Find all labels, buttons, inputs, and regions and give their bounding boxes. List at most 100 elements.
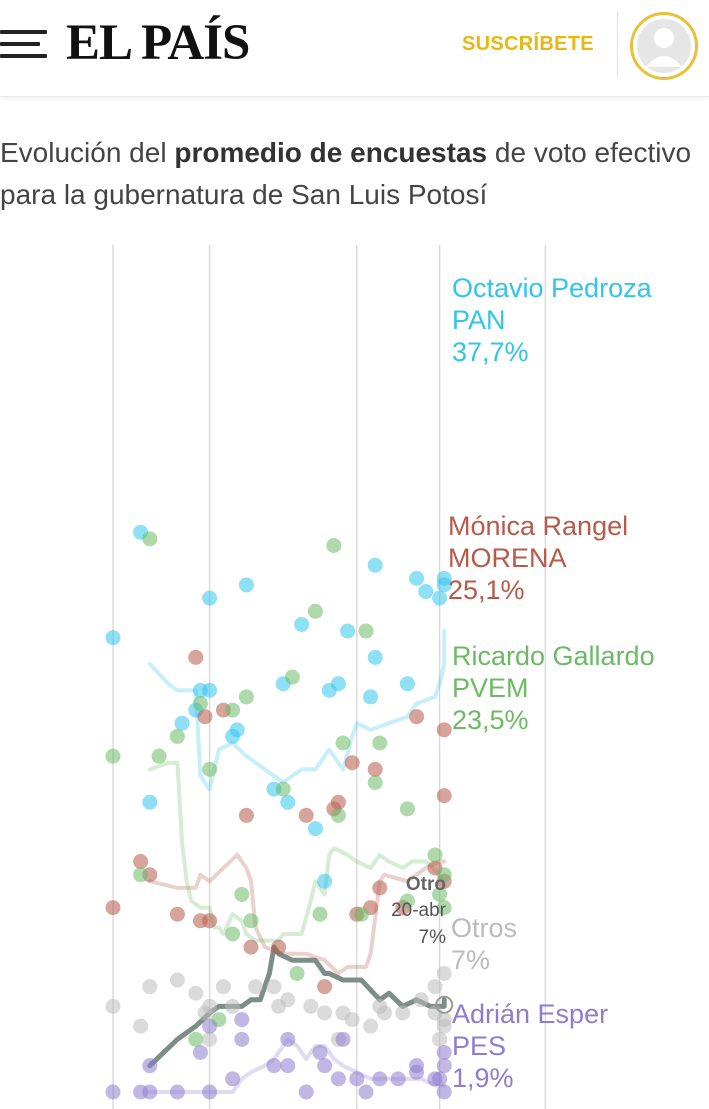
point-pes-27 xyxy=(432,1071,448,1087)
point-otros-0 xyxy=(105,998,121,1014)
point-pes-26 xyxy=(436,1058,452,1074)
point-morena-16 xyxy=(344,755,360,771)
series-line-pes xyxy=(147,1037,447,1094)
point-pan-23 xyxy=(399,676,415,692)
point-pvem-15 xyxy=(284,669,300,685)
point-pvem-12 xyxy=(238,689,254,705)
series-label-otros: Otros 7% xyxy=(451,913,517,975)
point-otros-22 xyxy=(395,1005,411,1021)
series-label-line: PES xyxy=(452,1031,506,1061)
point-pes-28 xyxy=(436,1084,452,1100)
point-pes-0 xyxy=(105,1084,121,1100)
point-pes-22 xyxy=(390,1071,406,1087)
point-pes-2 xyxy=(142,1084,158,1100)
series-label-pes: Adrián Esper PES 1,9% xyxy=(452,999,608,1093)
series-label-pvem: Ricardo Gallardo PVEM 23,5% xyxy=(452,641,655,735)
point-pvem-27 xyxy=(399,801,415,817)
point-pes-13 xyxy=(280,1031,296,1047)
point-pan-7 xyxy=(202,682,218,698)
menu-icon[interactable] xyxy=(0,27,48,63)
series-label-line: Adrián Esper xyxy=(452,999,608,1029)
point-morena-9 xyxy=(238,807,254,823)
el-pais-logo[interactable]: EL PAÍS xyxy=(66,15,250,71)
point-pvem-28 xyxy=(427,847,443,863)
series-label-line: 23,5% xyxy=(452,705,529,735)
point-otros-27 xyxy=(436,1018,452,1034)
point-otros-10 xyxy=(248,979,264,995)
point-pvem-7 xyxy=(202,761,218,777)
point-otros-9 xyxy=(225,998,241,1014)
point-pes-3 xyxy=(142,1058,158,1074)
point-pan-10 xyxy=(238,577,254,593)
point-morena-11 xyxy=(271,939,287,955)
series-label-line: 25,1% xyxy=(448,575,525,605)
point-pes-4 xyxy=(169,1084,185,1100)
point-morena-1 xyxy=(133,854,149,870)
series-label-pan: Octavio Pedroza PAN 37,7% xyxy=(452,273,653,367)
chart-subtitle: Evolución del promedio de encuestas de v… xyxy=(0,132,700,216)
point-pvem-21 xyxy=(335,735,351,751)
point-pes-15 xyxy=(312,1044,328,1060)
point-pan-24 xyxy=(409,570,425,586)
point-pes-19 xyxy=(349,1071,365,1087)
point-morena-3 xyxy=(169,906,185,922)
subscribe-button[interactable]: SUSCRÍBETE xyxy=(462,33,594,55)
point-pan-27 xyxy=(432,590,448,606)
point-pan-14 xyxy=(294,616,310,632)
point-morena-13 xyxy=(317,979,333,995)
polls-chart: Octavio Pedroza PAN 37,7% Mónica Rangel MORE… xyxy=(105,245,655,1109)
point-pes-8 xyxy=(225,1071,241,1087)
point-pes-14 xyxy=(298,1084,314,1100)
point-pvem-29 xyxy=(436,867,452,883)
point-pvem-0 xyxy=(105,748,121,764)
point-morena-4 xyxy=(188,649,204,665)
point-pvem-11 xyxy=(234,886,250,902)
point-pan-22 xyxy=(367,557,383,573)
point-morena-12 xyxy=(298,807,314,823)
point-morena-10 xyxy=(243,939,259,955)
site-header: EL PAÍS SUSCRÍBETE xyxy=(0,0,709,97)
subtitle-text-1: Evolución del xyxy=(0,137,175,168)
point-otros-3 xyxy=(169,972,185,988)
annotation-title: Otro xyxy=(406,874,446,895)
point-pes-10 xyxy=(234,1012,250,1028)
point-pvem-19 xyxy=(326,537,342,553)
point-pvem-25 xyxy=(372,735,388,751)
point-otros-19 xyxy=(363,1018,379,1034)
point-pvem-17 xyxy=(307,603,323,619)
series-label-line: PAN xyxy=(452,305,506,335)
user-avatar-icon[interactable] xyxy=(630,12,698,80)
point-pan-15 xyxy=(307,821,323,837)
annotation-date: 20-abr xyxy=(391,900,447,921)
point-otros-29 xyxy=(436,965,452,981)
point-morena-22 xyxy=(409,709,425,725)
point-pvem-20 xyxy=(330,807,346,823)
point-pes-24 xyxy=(409,1064,425,1080)
point-pan-3 xyxy=(174,715,190,731)
point-pan-6 xyxy=(202,590,218,606)
point-otros-14 xyxy=(303,998,319,1014)
point-otros-1 xyxy=(133,1018,149,1034)
point-otros-6 xyxy=(202,998,218,1014)
point-pan-28 xyxy=(436,577,452,593)
header-divider xyxy=(617,12,618,78)
point-pvem-30 xyxy=(432,886,448,902)
point-pan-13 xyxy=(280,794,296,810)
point-morena-0 xyxy=(105,900,121,916)
point-pan-19 xyxy=(340,623,356,639)
point-pvem-18 xyxy=(312,906,328,922)
series-line-morena xyxy=(147,852,447,976)
point-pvem-4 xyxy=(169,728,185,744)
point-pes-7 xyxy=(202,1018,218,1034)
point-morena-24 xyxy=(436,788,452,804)
point-otros-28 xyxy=(427,979,443,995)
point-pvem-6 xyxy=(192,695,208,711)
point-otros-26 xyxy=(432,1031,448,1047)
point-pes-29 xyxy=(436,1044,452,1060)
point-pes-11 xyxy=(266,1058,282,1074)
point-pan-1 xyxy=(142,794,158,810)
point-pvem-31 xyxy=(436,900,452,916)
point-morena-26 xyxy=(436,722,452,738)
series-label-line: Octavio Pedroza xyxy=(452,273,653,303)
point-pvem-2 xyxy=(142,531,158,547)
